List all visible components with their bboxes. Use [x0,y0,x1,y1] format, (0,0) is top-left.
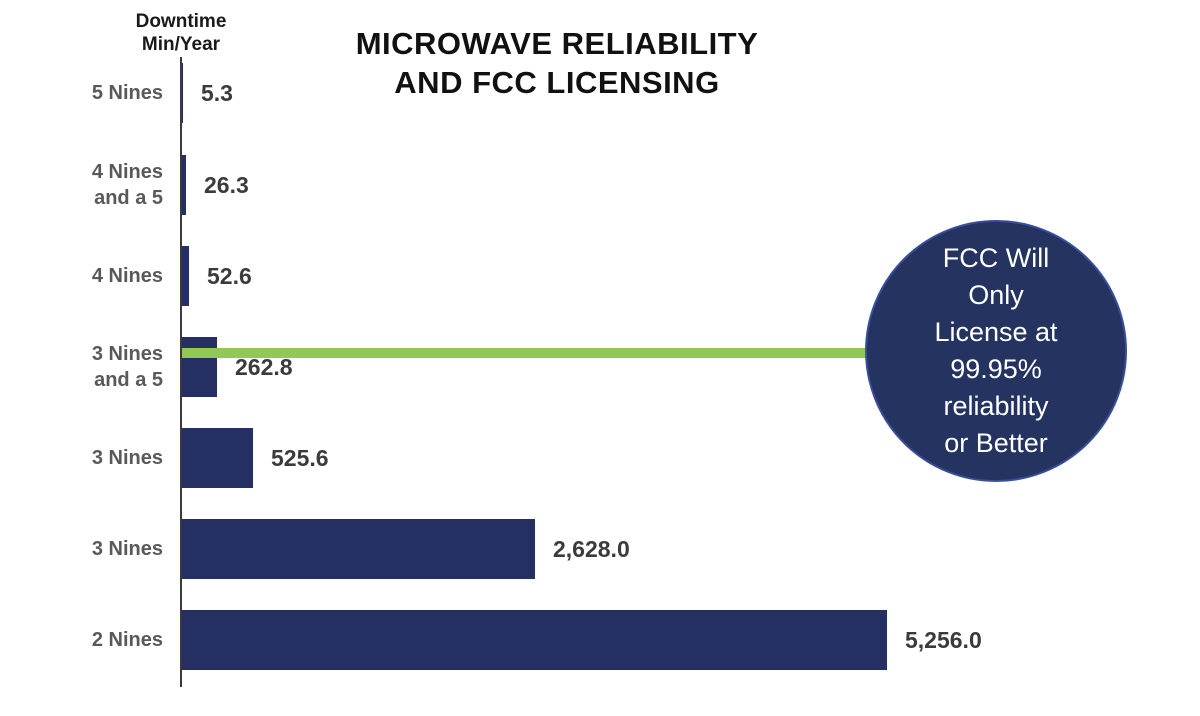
fcc-annotation-circle: FCC Will Only License at 99.95% reliabil… [865,220,1127,482]
annotation-text-line: reliability [943,391,1049,421]
annotation-text-line: License at [934,317,1058,347]
value-label: 262.8 [235,353,293,380]
category-label: 2 Nines [91,629,163,651]
y-axis-line [180,57,182,687]
value-label: 5.3 [201,79,233,106]
bar [182,63,183,123]
category-label: 3 Nines [91,447,163,469]
bar [182,428,253,488]
chart-title: MICROWAVE RELIABILITY AND FCC LICENSING [355,26,759,100]
annotation-text-line: Only [968,280,1024,310]
category-label: 4 Nines and a 5 [91,161,163,209]
value-label: 2,628.0 [553,535,630,562]
annotation-text-line: or Better [944,428,1048,458]
annotation-text-line: FCC Will [942,243,1050,273]
annotation-text-line: 99.95% [950,354,1042,384]
value-label: 525.6 [271,444,329,471]
bar [182,610,887,670]
y-axis-title: Downtime Min/Year [135,11,227,55]
category-label: 5 Nines [91,82,163,104]
bar [182,155,186,215]
category-label: 3 Nines [91,538,163,560]
category-label: 4 Nines [91,265,163,287]
bar [182,246,189,306]
fcc-threshold-line [182,348,868,358]
category-label: 3 Nines and a 5 [91,343,163,391]
value-label: 26.3 [204,171,249,198]
value-label: 5,256.0 [905,626,982,653]
value-label: 52.6 [207,262,252,289]
bar [182,519,535,579]
bar [182,337,217,397]
